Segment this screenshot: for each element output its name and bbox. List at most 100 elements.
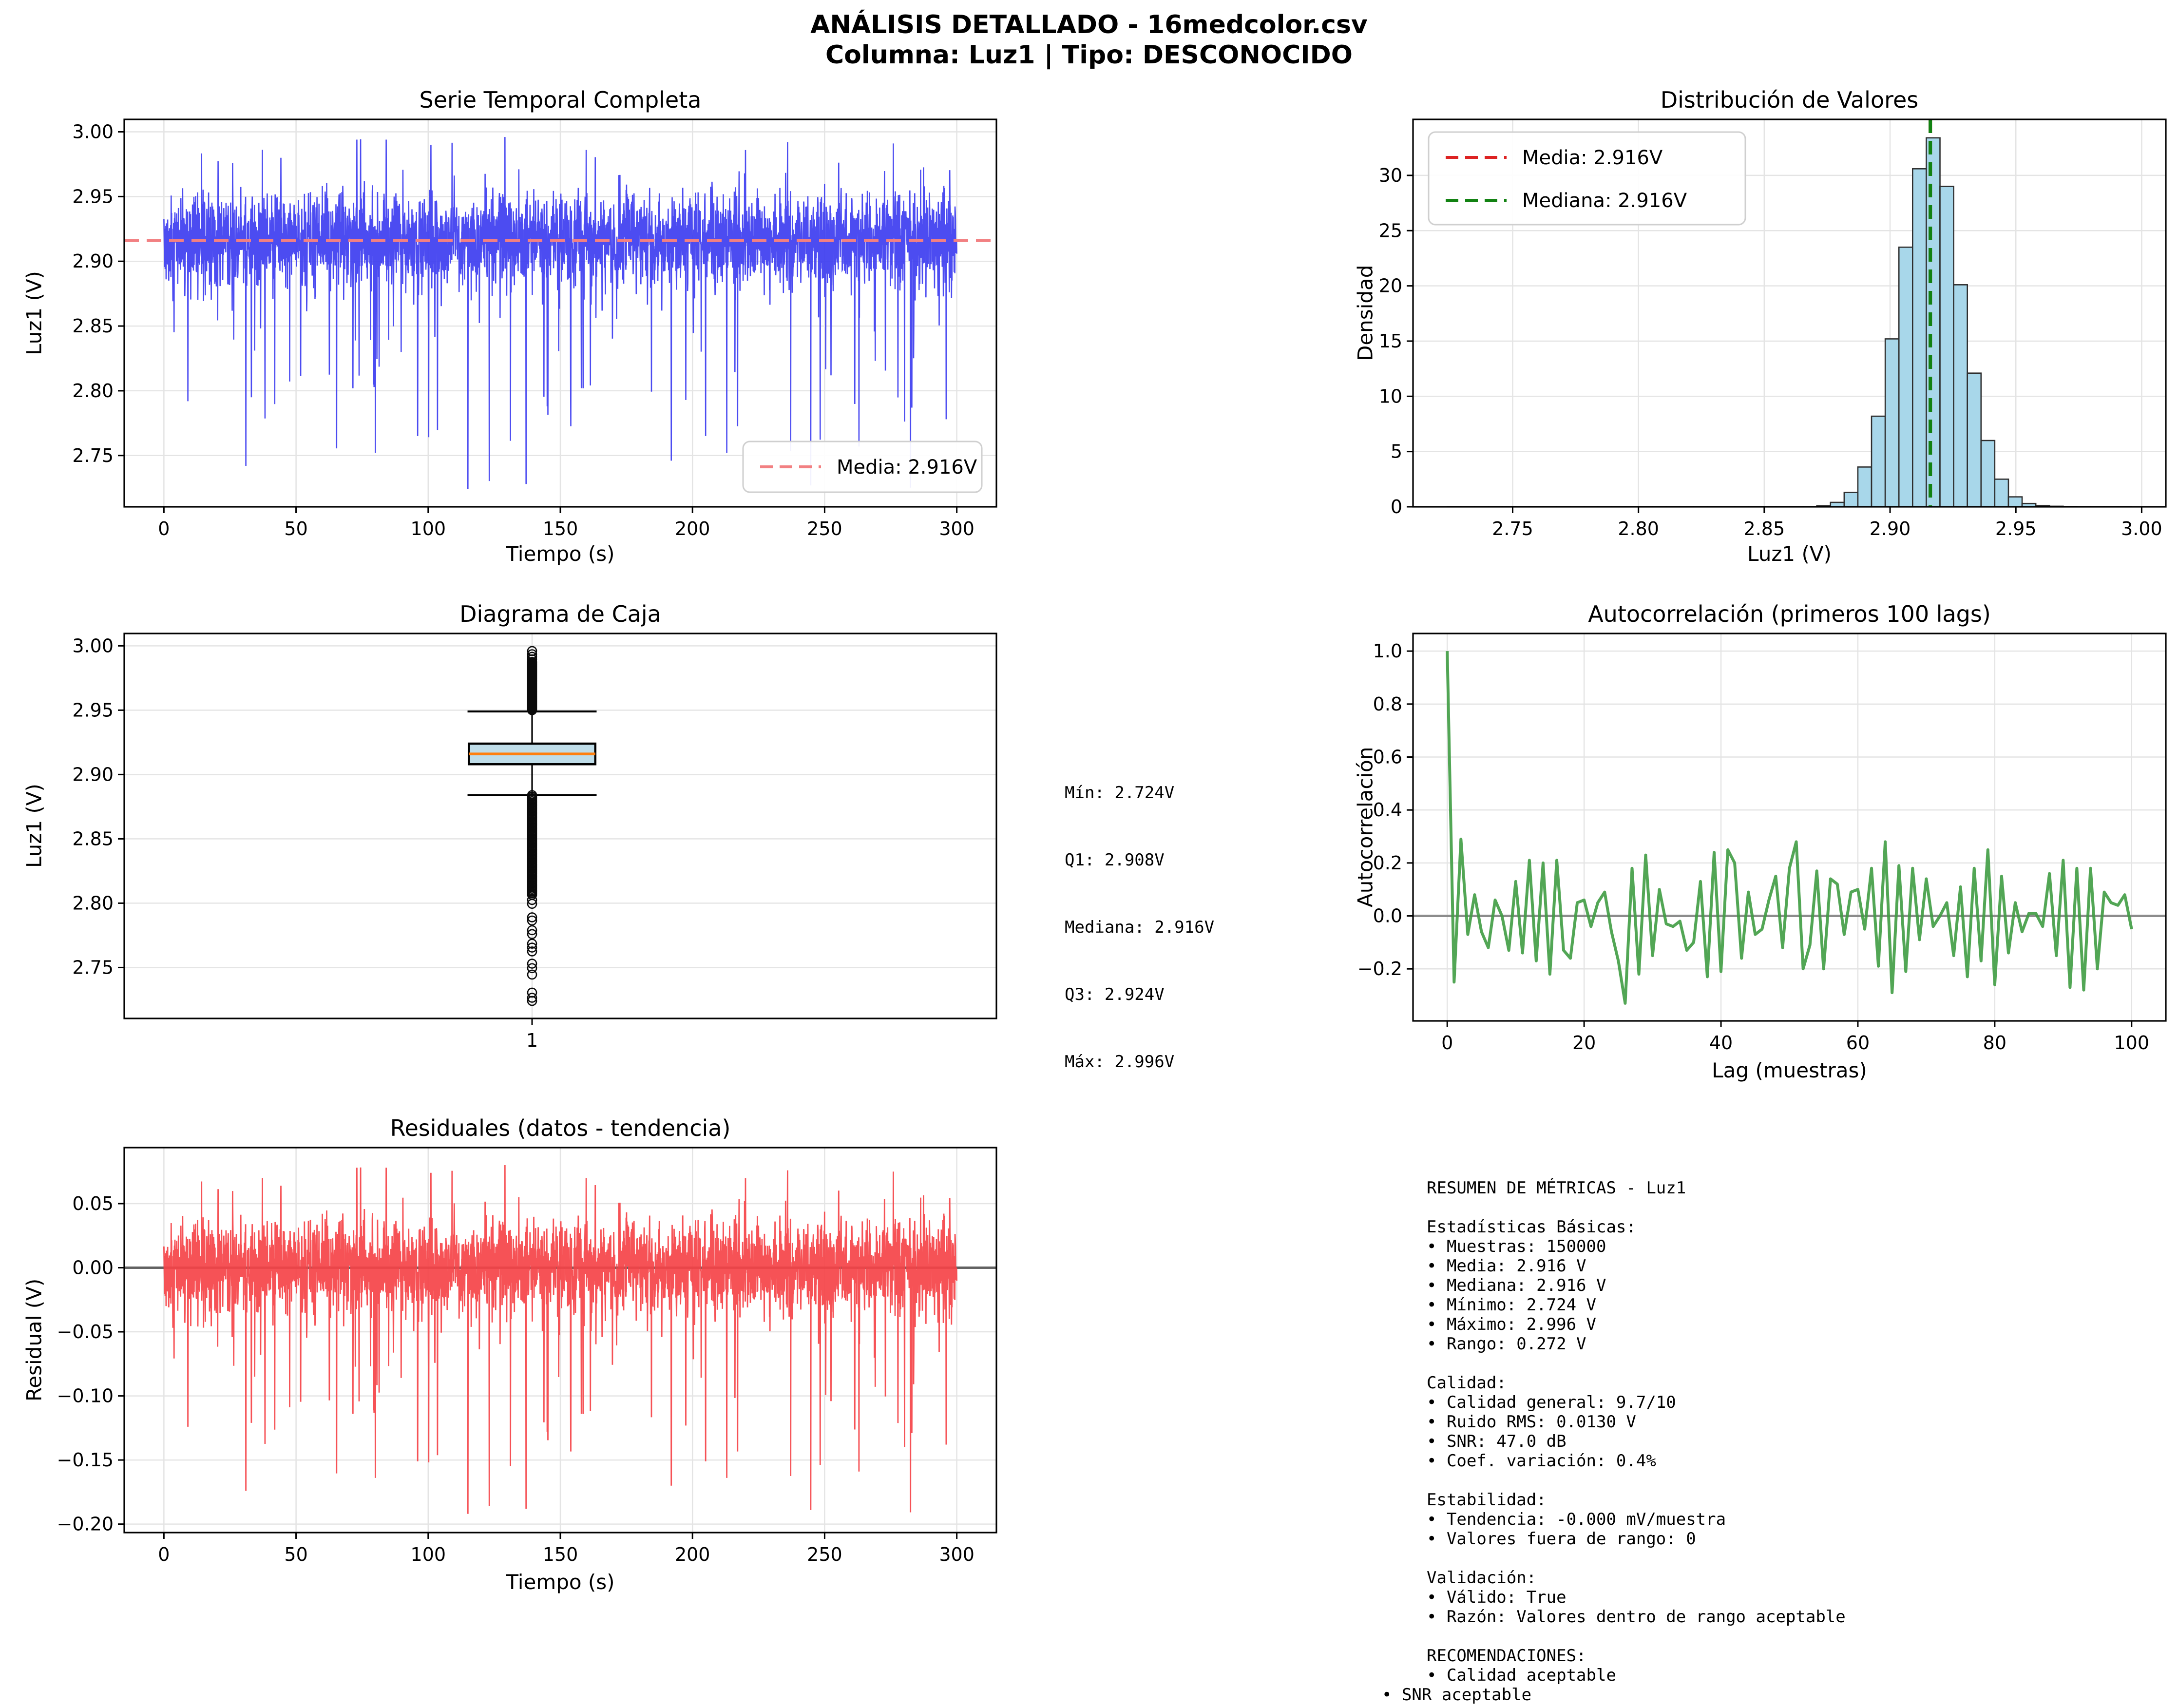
boxplot-outliers xyxy=(527,646,537,1006)
histogram-bar xyxy=(1926,137,1941,508)
outlier-point xyxy=(527,649,537,659)
x-tick-label: 150 xyxy=(543,518,578,539)
x-tick-label: 150 xyxy=(543,1544,578,1565)
x-tick-label: 2.85 xyxy=(1744,518,1785,539)
y-tick-label: 3.00 xyxy=(72,635,114,656)
legend-label: Media: 2.916V xyxy=(837,456,977,479)
x-tick-label: 0 xyxy=(1441,1032,1453,1054)
serie-title: Serie Temporal Completa xyxy=(419,87,702,113)
metrics-line: • SNR aceptable xyxy=(1382,1685,1532,1705)
outlier-point xyxy=(527,993,537,1003)
y-tick-label: 0.05 xyxy=(72,1193,114,1214)
metrics-line: • Mediana: 2.916 V xyxy=(1427,1276,1606,1295)
hist-title: Distribución de Valores xyxy=(1660,87,1919,113)
metrics-summary-block: RESUMEN DE MÉTRICAS - Luz1 Estadísticas … xyxy=(1382,1178,1846,1705)
outlier-point xyxy=(527,959,537,969)
y-tick-label: −0.15 xyxy=(57,1449,114,1471)
acf-title: Autocorrelación (primeros 100 lags) xyxy=(1588,601,1991,627)
box-ylabel: Luz1 (V) xyxy=(22,784,46,868)
y-tick-label: 2.85 xyxy=(72,828,114,849)
histogram-bar xyxy=(1884,338,1900,508)
x-tick-label: 3.00 xyxy=(2121,518,2162,539)
metrics-blank-line xyxy=(1427,1198,1846,1217)
stat-q3: Q3: 2.924V xyxy=(1065,985,1165,1004)
resid-ylabel: Residual (V) xyxy=(22,1278,46,1402)
metrics-blank-line xyxy=(1427,1627,1846,1646)
outlier-point xyxy=(527,925,537,936)
y-tick-label: −0.20 xyxy=(57,1514,114,1535)
x-tick-label: 80 xyxy=(1983,1032,2006,1054)
x-tick-label: 200 xyxy=(675,1544,710,1565)
hist-xlabel: Luz1 (V) xyxy=(1747,542,1832,566)
x-tick-label: 2.75 xyxy=(1492,518,1533,539)
x-tick-label: 250 xyxy=(807,1544,842,1565)
metrics-blank-line xyxy=(1427,1549,1846,1568)
y-tick-label: 2.90 xyxy=(72,764,114,785)
legend-box xyxy=(742,441,983,493)
outlier-point xyxy=(527,899,537,909)
y-tick-label: 10 xyxy=(1379,385,1402,407)
y-tick-label: 30 xyxy=(1379,165,1402,186)
metrics-blank-line xyxy=(1427,1354,1846,1373)
metrics-line: Calidad: xyxy=(1427,1373,1507,1393)
outlier-point xyxy=(527,939,537,949)
x-tick-label: 40 xyxy=(1709,1032,1733,1054)
outlier-point xyxy=(527,915,537,926)
y-tick-label: 2.85 xyxy=(72,315,114,337)
figure-title-line2: Columna: Luz1 | Tipo: DESCONOCIDO xyxy=(825,40,1353,70)
resid-xlabel: Tiempo (s) xyxy=(506,1570,615,1594)
outlier-point xyxy=(527,946,537,957)
x-tick-label: 2.95 xyxy=(1995,518,2037,539)
metrics-line: • Mínimo: 2.724 V xyxy=(1427,1295,1596,1315)
outlier-point xyxy=(527,969,537,980)
stat-q1: Q1: 2.908V xyxy=(1065,850,1165,870)
y-tick-label: 0.4 xyxy=(1373,799,1402,821)
metrics-line: • Calidad aceptable xyxy=(1427,1666,1616,1685)
histogram-bar xyxy=(1967,372,1982,508)
y-tick-label: 0.8 xyxy=(1373,693,1402,715)
metrics-line: • Tendencia: -0.000 mV/muestra xyxy=(1427,1510,1726,1529)
stat-median: Mediana: 2.916V xyxy=(1065,918,1215,937)
y-tick-label: 2.95 xyxy=(72,186,114,207)
x-tick-label: 2.90 xyxy=(1870,518,1911,539)
x-tick-label: 20 xyxy=(1572,1032,1596,1054)
y-tick-label: −0.2 xyxy=(1357,958,1402,979)
x-tick-label: 200 xyxy=(675,518,710,539)
x-tick-label: 0 xyxy=(158,518,170,539)
figure-title-line1: ANÁLISIS DETALLADO - 16medcolor.csv xyxy=(810,10,1368,39)
metrics-line: • Razón: Valores dentro de rango aceptab… xyxy=(1427,1607,1846,1627)
y-tick-label: 1.0 xyxy=(1373,640,1402,662)
outlier-point xyxy=(527,790,537,800)
metrics-line: Estadísticas Básicas: xyxy=(1427,1217,1636,1237)
stat-max: Máx: 2.996V xyxy=(1065,1052,1175,1072)
legend-box xyxy=(1428,131,1746,226)
y-tick-label: 2.75 xyxy=(72,957,114,978)
histogram-bar xyxy=(1843,492,1859,508)
metrics-line: • Calidad general: 9.7/10 xyxy=(1427,1393,1676,1412)
metrics-line: • SNR: 47.0 dB xyxy=(1427,1432,1567,1451)
axes-spines xyxy=(1412,118,2167,508)
metrics-line: • Ruido RMS: 0.0130 V xyxy=(1427,1412,1636,1432)
outlier-point xyxy=(527,996,537,1006)
x-tick-label: 0 xyxy=(158,1544,170,1565)
outlier-point xyxy=(527,895,537,905)
y-tick-label: 2.95 xyxy=(72,699,114,721)
y-tick-label: 2.80 xyxy=(72,892,114,914)
y-tick-label: 20 xyxy=(1379,275,1402,297)
hist-ylabel: Densidad xyxy=(1353,265,1377,362)
x-tick-label: 300 xyxy=(939,518,974,539)
resid-data-line xyxy=(163,1165,957,1514)
y-tick-label: 0.6 xyxy=(1373,746,1402,768)
serie-ylabel: Luz1 (V) xyxy=(22,271,46,355)
boxplot-stats-annotation: Mín: 2.724V Q1: 2.908V Mediana: 2.916V Q… xyxy=(1065,737,1214,1118)
outlier-point xyxy=(527,652,537,662)
y-tick-label: −0.05 xyxy=(57,1321,114,1343)
outlier-point xyxy=(527,912,537,922)
axes-spines xyxy=(1412,633,2167,1022)
y-tick-label: 25 xyxy=(1379,220,1402,241)
metrics-line: • Media: 2.916 V xyxy=(1427,1256,1586,1276)
outlier-point xyxy=(527,929,537,940)
outlier-point xyxy=(527,657,537,667)
histogram-bar xyxy=(1980,440,1996,508)
